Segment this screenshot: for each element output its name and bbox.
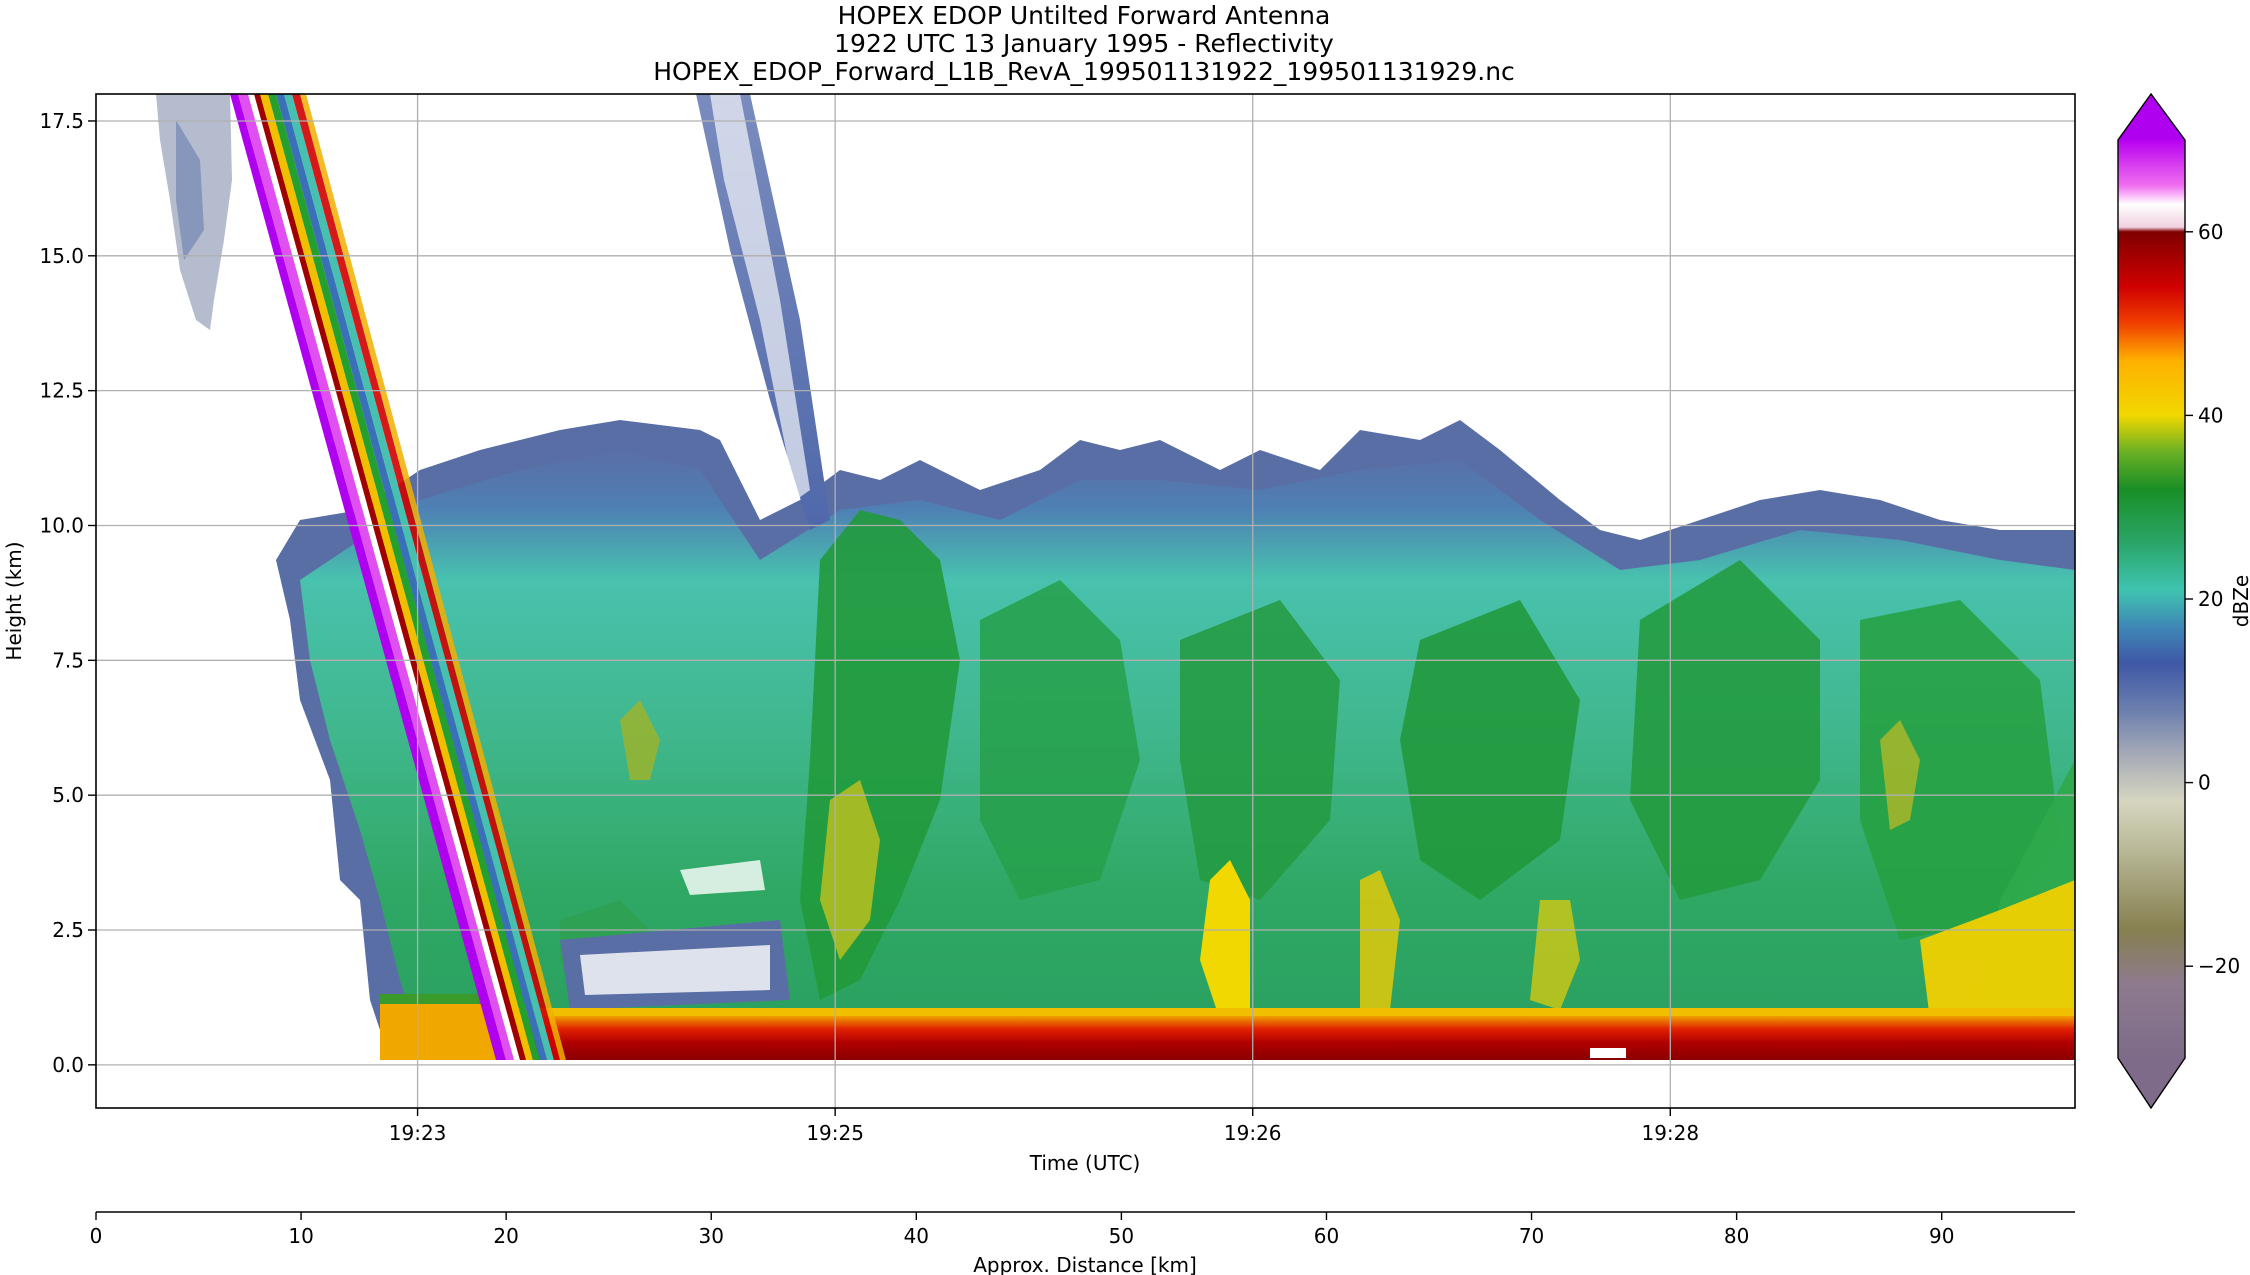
colorbar-tick-label: 0 xyxy=(2198,771,2211,795)
y-tick-label: 10.0 xyxy=(39,513,84,537)
colorbar-ticks: −20 0 20 40 60 xyxy=(2185,220,2240,978)
distance-tick-label: 10 xyxy=(288,1224,313,1248)
distance-tick-label: 80 xyxy=(1724,1224,1749,1248)
distance-tick-label: 30 xyxy=(699,1224,724,1248)
colorbar-tick-label: 40 xyxy=(2198,403,2223,427)
y-tick-label: 12.5 xyxy=(39,379,84,403)
x-tick-label: 19:28 xyxy=(1641,1121,1699,1145)
distance-axis-ticks: 0 10 20 30 40 50 60 70 80 90 xyxy=(90,1212,1954,1248)
colorbar-tick-label: 20 xyxy=(2198,587,2223,611)
plot-frame xyxy=(95,93,2076,1109)
x-tick-label: 19:25 xyxy=(806,1121,864,1145)
y-tick-label: 7.5 xyxy=(52,648,84,672)
distance-tick-label: 20 xyxy=(493,1224,518,1248)
y-axis-ticks: 0.0 2.5 5.0 7.5 10.0 12.5 15.0 17.5 xyxy=(39,109,96,1077)
chart-title-line-3: HOPEX_EDOP_Forward_L1B_RevA_199501131922… xyxy=(653,57,1515,86)
chart-title-line-2: 1922 UTC 13 January 1995 - Reflectivity xyxy=(834,29,1334,58)
x-tick-label: 19:23 xyxy=(389,1121,447,1145)
distance-axis-label: Approx. Distance [km] xyxy=(973,1253,1197,1275)
colorbar xyxy=(2118,140,2185,1058)
distance-tick-label: 90 xyxy=(1929,1224,1954,1248)
colorbar-max-extension xyxy=(2118,94,2185,140)
distance-tick-label: 70 xyxy=(1519,1224,1544,1248)
y-tick-label: 5.0 xyxy=(52,783,84,807)
distance-tick-label: 40 xyxy=(904,1224,929,1248)
y-axis-label: Height (km) xyxy=(2,541,26,660)
y-tick-label: 0.0 xyxy=(52,1053,84,1077)
distance-tick-label: 50 xyxy=(1109,1224,1134,1248)
colorbar-tick-label: −20 xyxy=(2198,954,2240,978)
x-axis-label: Time (UTC) xyxy=(1029,1151,1141,1175)
y-tick-label: 17.5 xyxy=(39,109,84,133)
distance-tick-label: 60 xyxy=(1314,1224,1339,1248)
x-axis-ticks: 19:23 19:25 19:26 19:28 xyxy=(389,1108,1699,1145)
y-tick-label: 2.5 xyxy=(52,918,84,942)
reflectivity-field xyxy=(156,94,2075,1060)
colorbar-tick-label: 60 xyxy=(2198,220,2223,244)
x-tick-label: 19:26 xyxy=(1224,1121,1282,1145)
distance-tick-label: 0 xyxy=(90,1224,103,1248)
colorbar-min-extension xyxy=(2118,1058,2185,1108)
chart-title-line-1: HOPEX EDOP Untilted Forward Antenna xyxy=(837,1,1331,30)
y-tick-label: 15.0 xyxy=(39,244,84,268)
colorbar-label: dBZe xyxy=(2229,575,2250,627)
grid-lines xyxy=(96,94,2075,1108)
